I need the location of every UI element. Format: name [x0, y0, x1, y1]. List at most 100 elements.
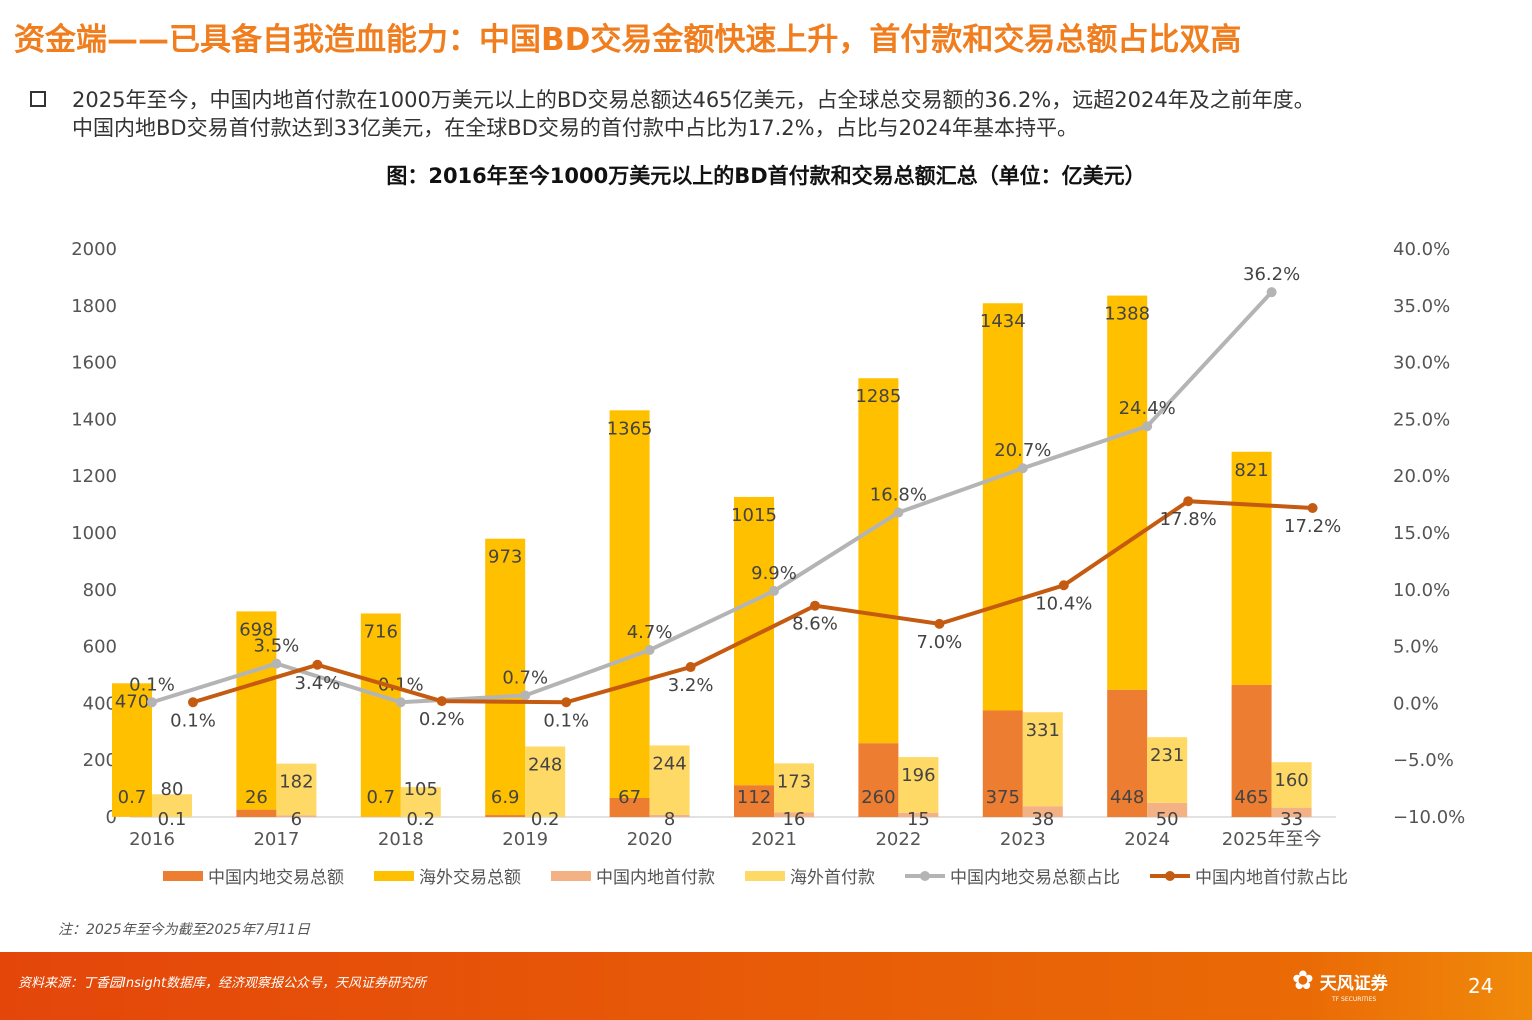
data-label: 8	[664, 809, 675, 830]
legend-label: 海外首付款	[790, 868, 875, 888]
line-point	[188, 697, 198, 708]
y-tick-label: 200	[83, 750, 117, 771]
data-label: 6	[291, 809, 302, 830]
data-label: 0.7	[366, 787, 395, 808]
data-label: 1015	[731, 505, 777, 526]
y-tick-label: 400	[83, 693, 117, 714]
data-label: 231	[1150, 745, 1184, 766]
line-data-label: 0.7%	[502, 667, 548, 688]
bar-中国内地首付款	[1022, 806, 1063, 817]
data-label: 0.2	[406, 809, 435, 830]
x-tick-label: 2023	[1000, 829, 1046, 850]
data-label: 26	[245, 787, 268, 808]
x-tick-label: 2020	[627, 829, 673, 850]
data-label: 16	[783, 809, 806, 830]
line-data-label: 0.1%	[543, 710, 589, 731]
y-tick-label: 1600	[71, 353, 117, 374]
y-tick-label: 600	[83, 637, 117, 658]
line-data-label: 17.8%	[1160, 509, 1217, 530]
line-data-label: 9.9%	[751, 563, 797, 584]
line-point	[1058, 580, 1069, 591]
x-tick-label: 2016	[129, 829, 175, 850]
data-label: 33	[1280, 809, 1303, 830]
line-data-label: 10.4%	[1035, 593, 1092, 614]
bar-中国内地交易总额	[236, 809, 277, 817]
y-tick-label: 1000	[71, 523, 117, 544]
bar-中国内地首付款	[1147, 802, 1188, 817]
y2-tick-label: −10.0%	[1393, 807, 1465, 828]
x-tick-label: 2021	[751, 829, 797, 850]
bar-中国内地首付款	[276, 815, 317, 817]
data-label: 80	[161, 779, 184, 800]
bar-海外交易总额	[1231, 451, 1272, 685]
data-label: 331	[1026, 720, 1060, 741]
data-label: 1285	[855, 386, 901, 407]
line-data-label: 17.2%	[1284, 516, 1341, 537]
slide-title: 资金端——已具备自我造血能力：中国BD交易金额快速上升，首付款和交易总额占比双高	[14, 22, 1242, 58]
bar-中国内地交易总额	[858, 743, 899, 817]
data-label: 973	[488, 547, 522, 568]
x-tick-label: 2019	[502, 829, 548, 850]
y-tick-label: 1200	[71, 466, 117, 487]
line-中国内地交易总额占比	[151, 290, 1274, 705]
y-tick-label: 2000	[71, 239, 117, 260]
line-data-label: 8.6%	[792, 614, 838, 635]
line-data-label: 7.0%	[917, 632, 963, 653]
bar-海外交易总额	[485, 538, 526, 816]
bar-中国内地交易总额	[982, 710, 1023, 817]
bar-海外交易总额	[1107, 295, 1148, 690]
data-label: 698	[239, 619, 273, 640]
bar-海外交易总额	[360, 613, 401, 817]
legend-swatch	[374, 871, 414, 881]
bar-海外首付款	[152, 794, 192, 817]
y2-tick-label: 10.0%	[1393, 580, 1450, 601]
y2-tick-label: 40.0%	[1393, 239, 1450, 260]
data-label: 160	[1274, 770, 1308, 791]
line-point	[1307, 503, 1318, 514]
data-label: 0.1	[158, 809, 187, 830]
line-point	[685, 662, 696, 673]
line-data-label: 0.1%	[378, 674, 424, 695]
page-number: 24	[1468, 974, 1494, 998]
logo-text: 天风证券	[1319, 974, 1388, 994]
legend-label: 中国内地交易总额	[208, 868, 344, 888]
x-tick-label: 2024	[1124, 829, 1170, 850]
line-point	[1017, 463, 1028, 474]
line-point	[520, 690, 531, 701]
line-point	[810, 600, 820, 611]
bar-海外首付款	[1147, 737, 1188, 803]
bar-海外交易总额	[112, 683, 152, 817]
data-label: 375	[986, 787, 1020, 808]
data-label: 105	[404, 779, 438, 800]
y2-tick-label: 30.0%	[1393, 353, 1450, 374]
y-tick-label: 1800	[71, 296, 117, 317]
bar-中国内地交易总额	[1107, 689, 1148, 817]
line-point	[1142, 421, 1153, 432]
line-point	[561, 697, 572, 708]
bar-海外交易总额	[236, 611, 277, 810]
data-label: 465	[1234, 787, 1268, 808]
legend-label: 海外交易总额	[419, 868, 521, 888]
bar-中国内地交易总额	[485, 815, 526, 817]
bar-海外首付款	[1271, 762, 1312, 808]
data-label: 1388	[1104, 304, 1150, 325]
source-text: 资料来源：丁香园Insight数据库，经济观察报公众号，天风证券研究所	[18, 976, 427, 991]
bar-海外首付款	[774, 763, 814, 813]
line-point	[395, 697, 406, 708]
note: 注：2025年至今为截至2025年7月11日	[58, 922, 310, 938]
bar-海外首付款	[525, 746, 566, 817]
bar-海外交易总额	[609, 410, 650, 798]
bar-海外首付款	[400, 787, 441, 817]
logo-subtext: TF SECURITIES	[1332, 996, 1377, 1003]
data-label: 38	[1031, 809, 1054, 830]
y2-tick-label: 35.0%	[1393, 296, 1450, 317]
bullet-line-2: 中国内地BD交易首付款达到33亿美元，在全球BD交易的首付款中占比为17.2%，…	[72, 116, 1079, 140]
y2-tick-label: 0.0%	[1393, 693, 1439, 714]
bar-中国内地交易总额	[734, 785, 774, 817]
legend-label: 中国内地交易总额占比	[950, 868, 1120, 888]
legend-swatch	[745, 871, 785, 881]
legend-label: 中国内地首付款	[596, 868, 715, 888]
data-label: 448	[1110, 787, 1144, 808]
y2-tick-label: 25.0%	[1393, 409, 1450, 430]
bar-中国内地首付款	[774, 812, 814, 817]
